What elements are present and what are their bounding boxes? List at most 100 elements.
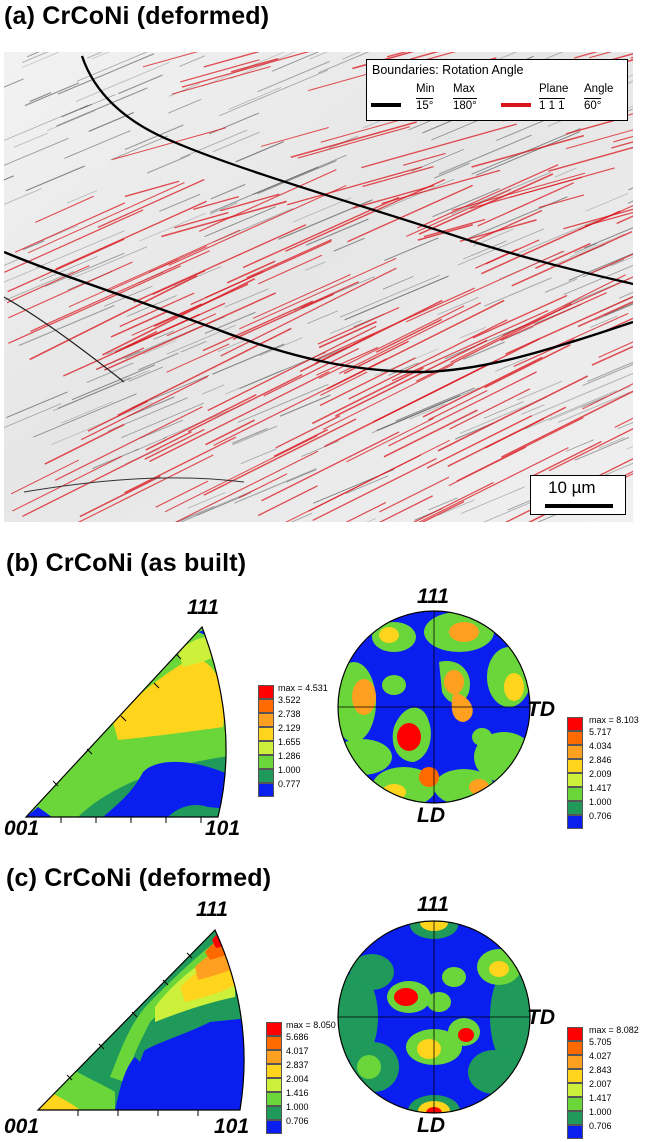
ebsd-texture-line — [131, 303, 202, 336]
ebsd-texture-line — [316, 346, 379, 376]
ebsd-texture-line — [212, 131, 260, 153]
ebsd-texture-line — [228, 86, 282, 110]
ebsd-texture-line — [110, 135, 169, 161]
ebsd-texture-line — [226, 260, 276, 284]
ebsd-texture-line — [475, 131, 581, 176]
ebsd-texture-line — [418, 173, 554, 235]
ebsd-texture-line — [460, 486, 525, 514]
ipf-c-scale-value: 1.000 — [286, 1102, 309, 1112]
ebsd-texture-line — [124, 124, 184, 151]
ebsd-texture-line — [361, 123, 517, 169]
ebsd-texture-line — [71, 364, 156, 401]
ebsd-texture-line — [516, 380, 563, 401]
ebsd-texture-line — [246, 238, 332, 279]
scale-bar: 10 µm — [530, 475, 626, 515]
ebsd-texture-line — [376, 394, 461, 432]
ebsd-boundary-map — [4, 52, 633, 522]
ebsd-texture-line — [547, 312, 629, 351]
ebsd-texture-line — [617, 421, 633, 430]
ebsd-texture-line — [207, 325, 377, 412]
ebsd-texture-line — [166, 343, 230, 373]
ebsd-texture-line — [213, 358, 387, 446]
ebsd-texture-line — [117, 327, 292, 416]
ebsd-texture-line — [142, 52, 199, 68]
ebsd-texture-line — [64, 130, 131, 159]
ebsd-texture-line — [438, 134, 532, 175]
ebsd-texture-line — [63, 302, 226, 377]
ipf-b-scale-value: 0.777 — [278, 779, 301, 789]
ebsd-texture-line — [257, 160, 337, 195]
ebsd-texture-line — [220, 193, 280, 212]
ebsd-texture-line — [203, 52, 260, 68]
ebsd-texture-line — [388, 362, 419, 376]
pf-c-scale-value: 0.706 — [589, 1121, 612, 1131]
ebsd-texture-line — [139, 213, 206, 242]
pole-figure-c — [337, 920, 531, 1114]
ebsd-texture-line — [12, 455, 123, 512]
ebsd-texture-line — [8, 265, 181, 344]
ebsd-texture-line — [161, 200, 287, 238]
ebsd-texture-line — [33, 393, 137, 438]
ebsd-texture-line — [309, 52, 328, 60]
ipf-b-color-scale: max = 4.531 3.522 2.738 2.129 1.655 1.28… — [258, 683, 338, 830]
ebsd-texture-line — [500, 292, 607, 341]
ebsd-texture-line — [4, 104, 89, 141]
ebsd-texture-line — [35, 195, 94, 223]
ebsd-texture-line — [26, 52, 40, 58]
ebsd-texture-line — [520, 404, 545, 415]
pf-b-scale-value: 1.417 — [589, 783, 612, 793]
ebsd-texture-line — [307, 310, 338, 324]
ebsd-texture-line — [57, 53, 155, 95]
ebsd-texture-line — [535, 242, 591, 270]
ebsd-texture-line — [168, 99, 202, 114]
ebsd-texture-line — [574, 436, 630, 461]
pf-c-label-top: 111 — [417, 893, 449, 916]
ipf-b-scale-max: max = 4.531 — [278, 683, 328, 693]
ebsd-texture-line — [209, 202, 238, 215]
ebsd-texture-line — [36, 230, 125, 269]
ebsd-texture-line — [112, 127, 227, 161]
ebsd-texture-line — [386, 52, 408, 58]
ebsd-map-image — [4, 52, 633, 522]
ebsd-texture-line — [272, 52, 320, 72]
ebsd-texture-line — [458, 228, 545, 266]
ebsd-texture-line — [202, 300, 314, 352]
ebsd-texture-line — [238, 473, 288, 499]
ebsd-texture-line — [405, 250, 564, 323]
ebsd-texture-line — [582, 383, 633, 410]
ebsd-texture-line — [22, 240, 45, 251]
ebsd-texture-line — [344, 275, 449, 321]
ebsd-texture-line — [171, 65, 271, 95]
pf-c-scale-max: max = 8.082 — [589, 1025, 639, 1035]
ebsd-texture-line — [322, 363, 454, 430]
ebsd-texture-line — [13, 132, 48, 148]
ebsd-texture-line — [437, 499, 475, 516]
ipf-c-label-111: 111 — [196, 898, 228, 921]
ebsd-texture-line — [146, 154, 191, 174]
panel-a-title: (a) CrCoNi (deformed) — [4, 2, 270, 30]
ebsd-texture-line — [279, 394, 331, 417]
ebsd-texture-line — [589, 52, 613, 59]
ipf-b-scale-value: 1.286 — [278, 751, 301, 761]
ebsd-texture-line — [18, 304, 115, 347]
ebsd-texture-line — [388, 371, 537, 447]
ebsd-texture-line — [413, 481, 494, 522]
ipf-b-scale-value: 2.738 — [278, 709, 301, 719]
ebsd-texture-line — [155, 480, 209, 508]
ipf-c-label-101: 101 — [214, 1115, 250, 1138]
ebsd-texture-line — [133, 224, 307, 303]
ipf-c-scale-value: 4.017 — [286, 1046, 309, 1056]
ebsd-texture-line — [174, 450, 319, 522]
pf-c-scale-value: 1.000 — [589, 1107, 612, 1117]
ebsd-texture-line — [587, 361, 633, 382]
ebsd-texture-line — [239, 257, 397, 330]
ebsd-texture-line — [143, 340, 177, 355]
pf-b-scale-value: 0.706 — [589, 811, 612, 821]
ebsd-texture-line — [329, 319, 362, 335]
ebsd-texture-line — [495, 357, 528, 372]
ebsd-texture-line — [416, 303, 572, 382]
ebsd-texture-line — [240, 448, 277, 465]
ebsd-texture-line — [339, 302, 482, 375]
ebsd-texture-line — [286, 469, 317, 483]
ebsd-texture-line — [311, 367, 424, 425]
